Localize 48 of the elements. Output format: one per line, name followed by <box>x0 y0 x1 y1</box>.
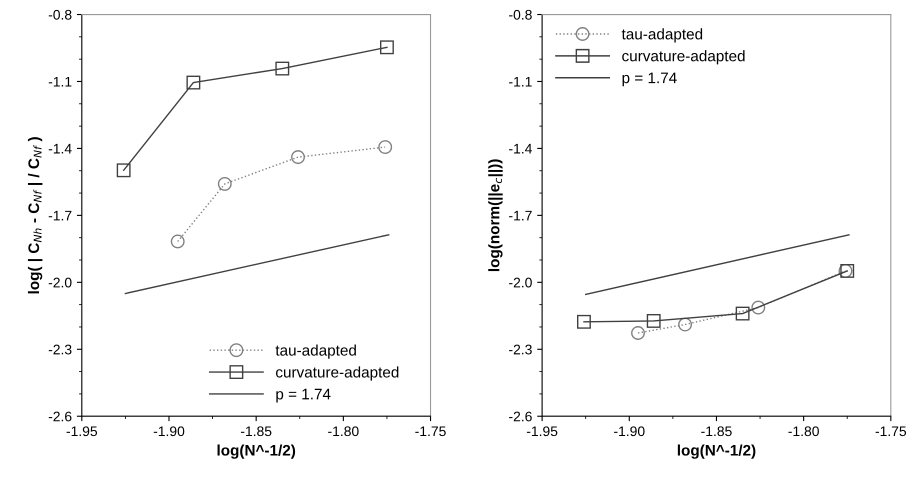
x-tick-label: -1.75 <box>876 426 906 436</box>
y-axis-title: log( | C$_{Nh}$ - C$_{Nf}$ | / C$_{Nf}$ ) <box>28 137 42 294</box>
x-tick-label: -1.85 <box>701 426 732 436</box>
legend-label: curvature-adapted <box>622 50 745 64</box>
point <box>751 300 766 314</box>
y-tick-label: -0.8 <box>509 10 532 20</box>
legend-label: curvature-adapted <box>276 366 398 381</box>
x-tick-label: -1.80 <box>328 426 359 436</box>
y-tick-label: -1.1 <box>509 76 532 87</box>
point <box>631 326 645 340</box>
y-tick-label: -2.0 <box>509 278 532 288</box>
y-tick-label: -1.4 <box>509 144 532 154</box>
y-tick-label: -1.1 <box>48 76 72 87</box>
point <box>380 40 394 54</box>
y-tick-label: -2.6 <box>509 412 532 422</box>
y-tick-label: -1.7 <box>509 210 532 220</box>
point <box>116 163 131 178</box>
point <box>736 306 750 321</box>
legend-label: p = 1.74 <box>622 72 677 86</box>
y-tick-label: -1.7 <box>48 210 72 220</box>
y-tick-label: -2.3 <box>48 344 72 354</box>
y-tick-label: -0.8 <box>48 10 72 20</box>
y-tick-label: -1.4 <box>48 144 72 154</box>
legend-label: tau-adapted <box>622 28 702 43</box>
point <box>186 76 200 90</box>
y-tick-label: -2.0 <box>48 278 72 288</box>
point <box>291 150 305 164</box>
y-axis-title: log(norm(||e$_{c}$||)) <box>488 159 503 272</box>
point <box>646 314 661 328</box>
x-tick-label: -1.90 <box>154 426 184 436</box>
x-tick-label: -1.95 <box>526 426 558 436</box>
legend-label: p = 1.74 <box>276 388 331 402</box>
point <box>218 176 232 191</box>
x-tick-label: -1.80 <box>788 426 819 436</box>
x-tick-label: -1.90 <box>614 426 645 436</box>
x-tick-label: -1.85 <box>240 426 272 436</box>
point <box>378 140 392 154</box>
point <box>678 318 692 332</box>
legend-label: tau-adapted <box>276 344 356 359</box>
y-tick-label: -2.6 <box>48 412 72 422</box>
x-axis-title: log(N^-1/2) <box>218 444 296 459</box>
point <box>275 62 290 76</box>
x-tick-label: -1.95 <box>66 426 98 436</box>
x-axis-title: log(N^-1/2) <box>678 444 756 459</box>
point <box>577 314 591 329</box>
point <box>170 234 185 248</box>
y-tick-label: -2.3 <box>509 344 532 354</box>
x-tick-label: -1.75 <box>415 426 446 436</box>
